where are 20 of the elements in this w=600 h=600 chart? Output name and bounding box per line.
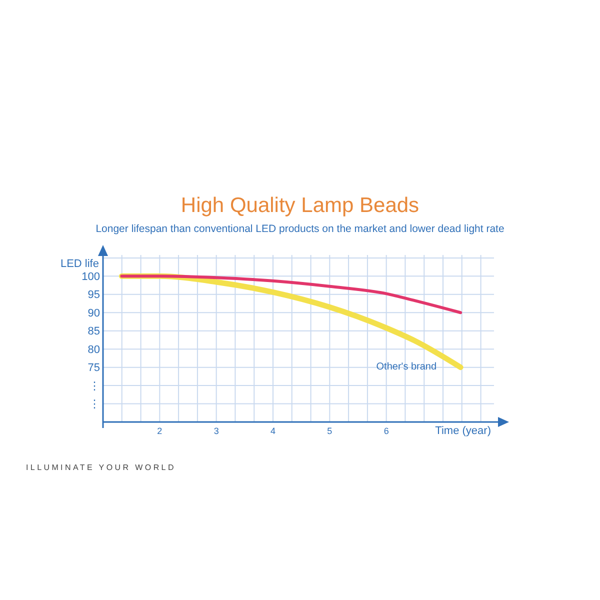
series-label: Other's brand bbox=[376, 361, 437, 372]
x-tick-label: 4 bbox=[270, 426, 276, 436]
y-tick-label: 85 bbox=[88, 326, 100, 338]
x-tick-label: 3 bbox=[214, 426, 219, 436]
y-tick-label: 90 bbox=[88, 307, 100, 320]
y-tick-label: 80 bbox=[88, 344, 100, 356]
x-tick-label: 2 bbox=[157, 426, 162, 436]
x-axis-title: Time (year) bbox=[435, 425, 491, 437]
text: ILLUMINATE YOUR WORLD bbox=[26, 463, 176, 472]
y-tick-label: ⋮ bbox=[89, 398, 100, 411]
chart-subtitle: Longer lifespan than conventional LED products on the market and lower dead light rate bbox=[96, 223, 504, 235]
y-axis-title: LED life bbox=[60, 258, 99, 270]
y-tick-label: 75 bbox=[88, 362, 100, 374]
y-tick-label: 100 bbox=[82, 271, 100, 284]
line-series bbox=[120, 274, 462, 314]
y-tick-label: ⋮ bbox=[89, 380, 100, 392]
x-tick-label: 5 bbox=[327, 426, 332, 436]
x-tick-label: 6 bbox=[384, 426, 389, 436]
y-tick-label: 95 bbox=[88, 289, 100, 302]
chart-title: High Quality Lamp Beads bbox=[180, 194, 420, 217]
